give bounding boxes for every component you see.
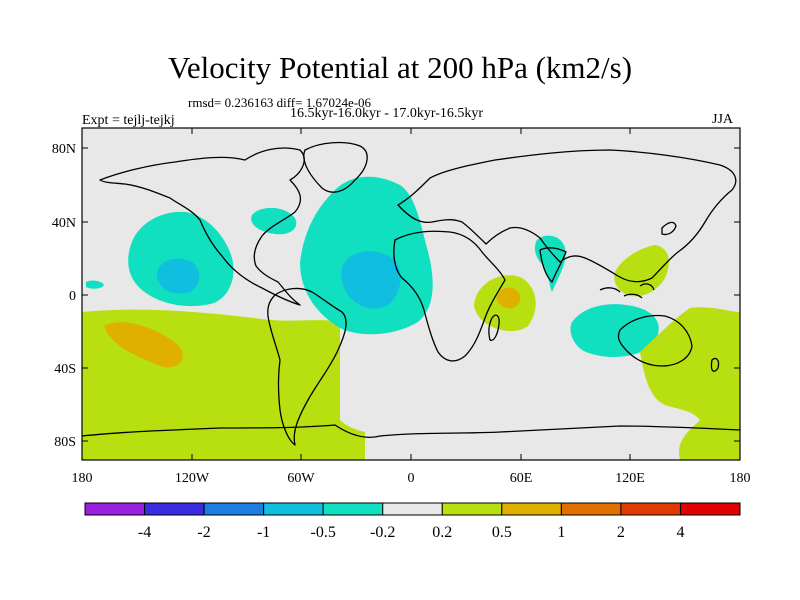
coastlines — [82, 141, 740, 446]
map-title: Velocity Potential at 200 hPa (km2/s) — [167, 50, 633, 85]
colorbar-box-0 — [84, 502, 146, 516]
colorbar-box-2 — [203, 502, 265, 516]
time-period-label: 16.5kyr-16.0kyr - 17.0kyr-16.5kyr — [290, 106, 484, 121]
colorbar-labels: -4 -2 -1 -0.5 -0.2 0.2 0.5 1 2 4 — [138, 524, 685, 541]
positive-region-east-africa-core — [496, 287, 521, 309]
colorbar-label-4: -0.2 — [370, 524, 395, 541]
negative-region-east-pacific-core — [156, 258, 200, 294]
coastline-indonesia — [599, 283, 655, 299]
y-tick-label-80s: 80S — [54, 435, 76, 450]
map-area — [82, 128, 740, 460]
coastline-australia — [617, 314, 693, 367]
x-tick-label-120w: 120W — [175, 471, 210, 486]
experiment-label: Expt = tejlj-tejkj — [82, 113, 175, 128]
coastline-new-zealand — [710, 357, 720, 372]
y-tick-label-40n: 40N — [52, 216, 76, 231]
x-tick-label-180w: 180 — [72, 471, 93, 486]
positive-region-southwest-pacific — [640, 307, 740, 460]
x-tick-label-0: 0 — [408, 471, 415, 486]
coastline-greenland — [303, 141, 368, 193]
positive-region-southeast-asia — [614, 245, 669, 297]
colorbar-box-6 — [441, 502, 503, 516]
x-tick-label-180e: 180 — [730, 471, 751, 486]
colorbar-label-8: 2 — [617, 524, 625, 541]
negative-region-indian-ocean — [570, 304, 659, 357]
colorbar-box-3 — [263, 502, 324, 516]
coastline-north-america — [99, 147, 305, 306]
coastline-india — [539, 247, 567, 283]
coastline-japan — [661, 221, 677, 236]
positive-region-south-pacific-core — [104, 322, 183, 368]
colorbar-box-5 — [382, 502, 443, 516]
colorbar-label-6: 0.5 — [492, 524, 512, 541]
colorbar — [84, 502, 741, 516]
colorbar-box-7 — [501, 502, 562, 516]
tick-marks — [82, 128, 740, 460]
colorbar-label-2: -1 — [257, 524, 270, 541]
x-tick-label-120e: 120E — [615, 471, 645, 486]
coastline-antarctica — [82, 424, 740, 439]
x-tick-label-60e: 60E — [510, 471, 533, 486]
negative-region-india — [534, 235, 566, 292]
y-tick-label-40s: 40S — [54, 362, 76, 377]
negative-region-equatorial-pacific-edge — [86, 280, 104, 289]
colorbar-label-1: -2 — [197, 524, 210, 541]
y-tick-label-0: 0 — [69, 289, 76, 304]
coastline-south-america — [267, 287, 347, 446]
rmsd-diff-stats: rmsd= 0.236163 diff= 1.67024e-06 — [188, 95, 372, 110]
colorbar-label-5: 0.2 — [432, 524, 452, 541]
negative-region-atlantic-core — [341, 251, 401, 309]
colorbar-label-0: -4 — [138, 524, 151, 541]
season-label: JJA — [712, 112, 734, 127]
colorbar-box-4 — [322, 502, 384, 516]
colorbar-label-7: 1 — [557, 524, 565, 541]
coastline-eurasia — [397, 149, 737, 283]
colorbar-label-3: -0.5 — [311, 524, 336, 541]
colorbar-label-9: 4 — [676, 524, 684, 541]
coastline-africa — [393, 230, 506, 362]
map-frame — [81, 127, 741, 461]
colorbar-box-1 — [144, 502, 205, 516]
x-tick-label-60w: 60W — [287, 471, 315, 486]
colorbar-box-9 — [620, 502, 681, 516]
y-tick-label-80n: 80N — [52, 142, 76, 157]
coastline-madagascar — [488, 314, 500, 341]
colorbar-box-10 — [679, 502, 741, 516]
colorbar-box-8 — [560, 502, 622, 516]
negative-region-north-america — [251, 207, 297, 235]
